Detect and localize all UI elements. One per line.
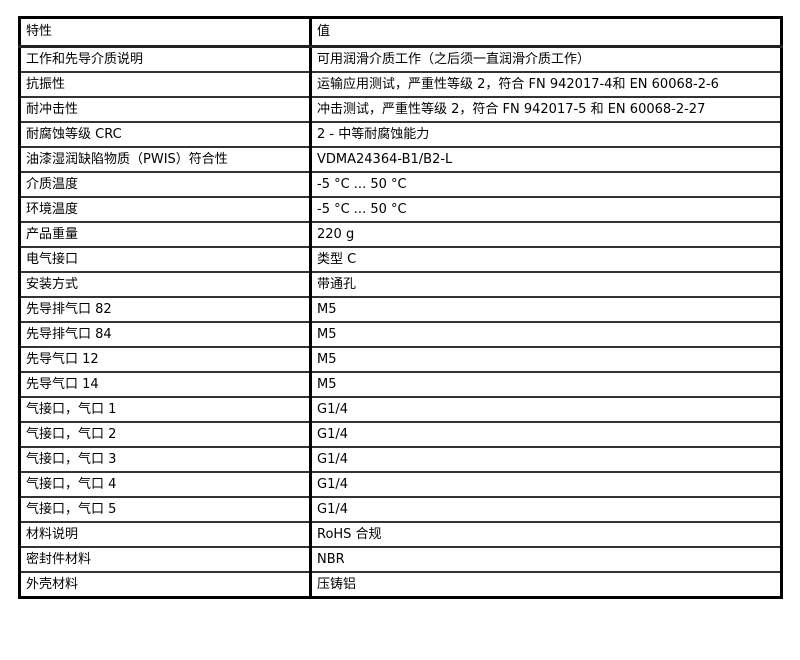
property-cell: 材料说明 (18, 521, 312, 548)
property-cell: 先导气口 14 (18, 371, 312, 398)
table-row: 外壳材料 压铸铝 (18, 571, 783, 599)
property-cell: 密封件材料 (18, 546, 312, 573)
property-cell: 工作和先导介质说明 (18, 45, 312, 73)
table-row: 电气接口 类型 C (18, 246, 783, 273)
property-cell: 外壳材料 (18, 571, 312, 599)
table-row: 安装方式 带通孔 (18, 271, 783, 298)
property-cell: 产品重量 (18, 221, 312, 248)
table-row: 气接口，气口 2 G1/4 (18, 421, 783, 448)
table-row: 气接口，气口 3 G1/4 (18, 446, 783, 473)
property-cell: 气接口，气口 4 (18, 471, 312, 498)
property-cell: 气接口，气口 3 (18, 446, 312, 473)
value-cell: M5 (309, 321, 783, 348)
value-cell: M5 (309, 296, 783, 323)
value-cell: -5 °C ... 50 °C (309, 171, 783, 198)
table-row: 先导排气口 82 M5 (18, 296, 783, 323)
value-cell: G1/4 (309, 396, 783, 423)
table-row: 环境温度 -5 °C ... 50 °C (18, 196, 783, 223)
property-cell: 气接口，气口 2 (18, 421, 312, 448)
property-cell: 安装方式 (18, 271, 312, 298)
property-cell: 介质温度 (18, 171, 312, 198)
table-row: 抗振性 运输应用测试，严重性等级 2，符合 FN 942017-4和 EN 600… (18, 71, 783, 98)
table-row: 密封件材料 NBR (18, 546, 783, 573)
property-cell: 先导气口 12 (18, 346, 312, 373)
property-cell: 气接口，气口 1 (18, 396, 312, 423)
property-cell: 先导排气口 84 (18, 321, 312, 348)
property-cell: 电气接口 (18, 246, 312, 273)
value-cell: 可用润滑介质工作（之后须一直润滑介质工作） (309, 45, 783, 73)
property-cell: 耐冲击性 (18, 96, 312, 123)
table-row: 油漆湿润缺陷物质（PWIS）符合性 VDMA24364-B1/B2-L (18, 146, 783, 173)
header-value: 值 (309, 16, 783, 48)
table-row: 气接口，气口 4 G1/4 (18, 471, 783, 498)
value-cell: NBR (309, 546, 783, 573)
table-row: 材料说明 RoHS 合规 (18, 521, 783, 548)
header-property: 特性 (18, 16, 312, 48)
table-row: 介质温度 -5 °C ... 50 °C (18, 171, 783, 198)
table-row: 先导气口 14 M5 (18, 371, 783, 398)
value-cell: VDMA24364-B1/B2-L (309, 146, 783, 173)
value-cell: M5 (309, 371, 783, 398)
table-row: 气接口，气口 5 G1/4 (18, 496, 783, 523)
value-cell: 2 - 中等耐腐蚀能力 (309, 121, 783, 148)
table-row: 先导排气口 84 M5 (18, 321, 783, 348)
value-cell: 冲击测试，严重性等级 2，符合 FN 942017-5 和 EN 60068-2… (309, 96, 783, 123)
value-cell: 运输应用测试，严重性等级 2，符合 FN 942017-4和 EN 60068-… (309, 71, 783, 98)
table-header-row: 特性 值 (18, 16, 783, 48)
table-row: 产品重量 220 g (18, 221, 783, 248)
value-cell: 压铸铝 (309, 571, 783, 599)
table-row: 气接口，气口 1 G1/4 (18, 396, 783, 423)
table-row: 耐冲击性 冲击测试，严重性等级 2，符合 FN 942017-5 和 EN 600… (18, 96, 783, 123)
value-cell: 带通孔 (309, 271, 783, 298)
table-row: 工作和先导介质说明 可用润滑介质工作（之后须一直润滑介质工作） (18, 45, 783, 73)
value-cell: G1/4 (309, 446, 783, 473)
property-cell: 耐腐蚀等级 CRC (18, 121, 312, 148)
value-cell: G1/4 (309, 421, 783, 448)
spec-table: 特性 值 工作和先导介质说明 可用润滑介质工作（之后须一直润滑介质工作） 抗振性 运输… (18, 16, 783, 599)
property-cell: 环境温度 (18, 196, 312, 223)
table-row: 先导气口 12 M5 (18, 346, 783, 373)
value-cell: -5 °C ... 50 °C (309, 196, 783, 223)
value-cell: 类型 C (309, 246, 783, 273)
property-cell: 先导排气口 82 (18, 296, 312, 323)
property-cell: 油漆湿润缺陷物质（PWIS）符合性 (18, 146, 312, 173)
property-cell: 抗振性 (18, 71, 312, 98)
value-cell: RoHS 合规 (309, 521, 783, 548)
value-cell: G1/4 (309, 496, 783, 523)
table-row: 耐腐蚀等级 CRC 2 - 中等耐腐蚀能力 (18, 121, 783, 148)
value-cell: 220 g (309, 221, 783, 248)
value-cell: G1/4 (309, 471, 783, 498)
property-cell: 气接口，气口 5 (18, 496, 312, 523)
value-cell: M5 (309, 346, 783, 373)
